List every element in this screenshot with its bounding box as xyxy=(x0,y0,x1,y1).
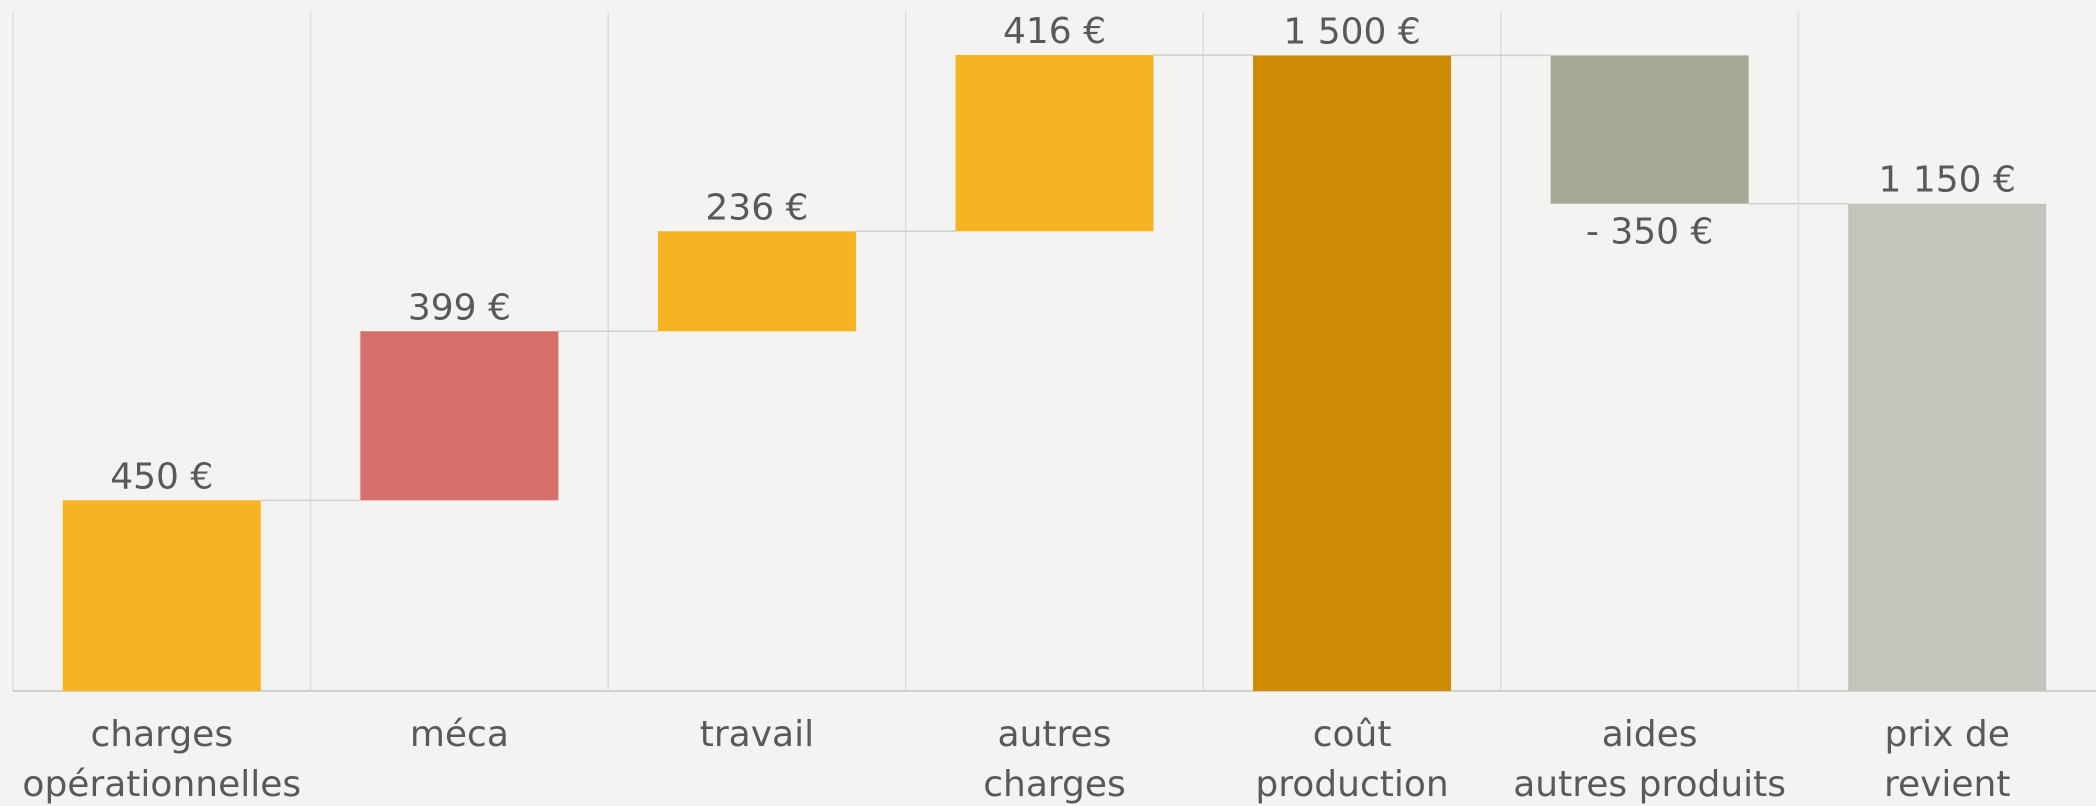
x-tick-label-line: coût xyxy=(1313,714,1392,755)
bar xyxy=(360,331,559,501)
x-tick-label: méca xyxy=(410,714,509,755)
bar xyxy=(62,500,261,691)
x-tick-label-line: revient xyxy=(1884,764,2011,805)
value-label: 399 € xyxy=(408,287,511,328)
value-label: 450 € xyxy=(110,456,213,497)
value-label: 1 500 € xyxy=(1283,11,1420,52)
x-tick-label-line: charges xyxy=(983,764,1126,805)
x-tick-label: travail xyxy=(700,714,814,755)
x-tick-label: prix de revient xyxy=(1884,714,2011,805)
bar xyxy=(1848,203,2047,691)
x-tick-label-line: autres produits xyxy=(1513,764,1786,805)
x-tick-label-line: travail xyxy=(700,714,814,755)
x-tick-label-line: prix de xyxy=(1885,714,2010,755)
value-label: 236 € xyxy=(705,187,808,228)
x-tick-label-line: production xyxy=(1255,764,1448,805)
bar xyxy=(1550,55,1749,204)
x-tick-label-line: opérationnelles xyxy=(22,764,301,805)
bar xyxy=(1253,55,1452,692)
value-label: - 350 € xyxy=(1586,212,1714,253)
bar xyxy=(955,55,1154,232)
bar xyxy=(657,231,856,332)
x-tick-label-line: aides xyxy=(1602,714,1698,755)
x-tick-label: autres charges xyxy=(983,714,1126,805)
x-tick-label-line: charges xyxy=(90,714,233,755)
x-tick-label-line: autres xyxy=(998,714,1112,755)
x-tick-label: coût production xyxy=(1255,714,1448,805)
value-label: 416 € xyxy=(1003,11,1106,52)
x-tick-label: charges opérationnelles xyxy=(22,714,301,805)
value-label: 1 150 € xyxy=(1879,160,2016,201)
x-tick-label-line: méca xyxy=(410,714,509,755)
x-tick-label: aides autres produits xyxy=(1513,714,1786,805)
